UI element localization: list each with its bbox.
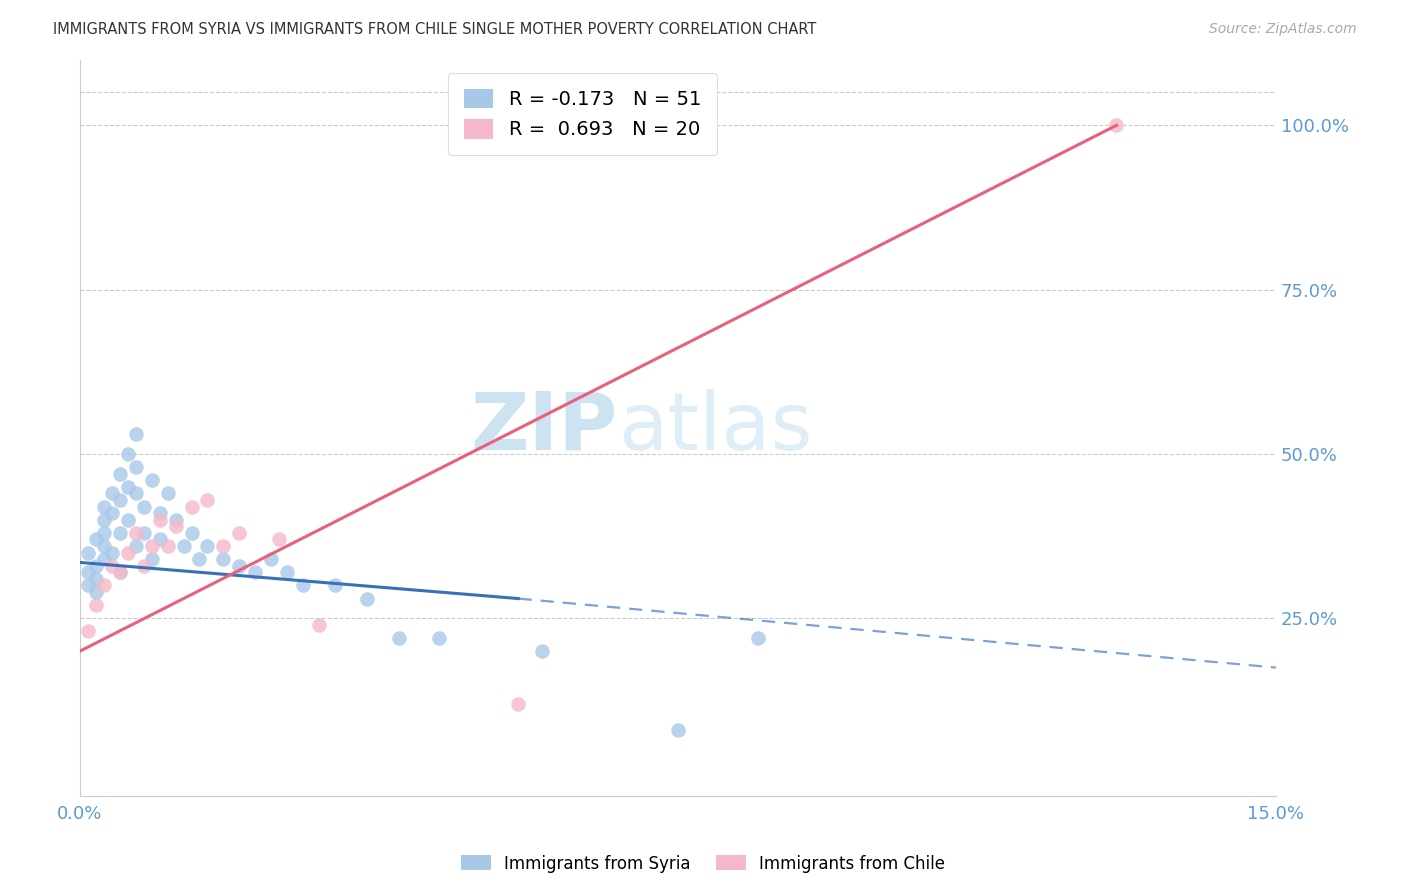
Point (212, 552, 235, 566)
Point (108, 493, 131, 508)
Point (308, 618, 330, 632)
Point (165, 513, 187, 527)
Point (117, 447, 139, 461)
Point (747, 631, 769, 645)
Legend: Immigrants from Syria, Immigrants from Chile: Immigrants from Syria, Immigrants from C… (454, 848, 952, 880)
Point (108, 566, 131, 580)
Point (93, 539, 115, 553)
Point (100, 545, 122, 559)
Point (508, 697, 530, 711)
Point (84, 598, 107, 612)
Text: ZIP: ZIP (471, 389, 619, 467)
Point (93, 525, 115, 540)
Point (93, 513, 115, 527)
Point (76, 578, 98, 592)
Point (188, 552, 211, 566)
Point (156, 539, 179, 553)
Point (149, 506, 172, 520)
Text: atlas: atlas (619, 389, 813, 467)
Point (125, 427, 148, 442)
Point (141, 539, 163, 553)
Point (531, 644, 554, 658)
Point (100, 558, 122, 573)
Point (117, 480, 139, 494)
Point (356, 591, 378, 606)
Point (180, 525, 202, 540)
Point (173, 539, 195, 553)
Point (323, 578, 346, 592)
Point (125, 460, 148, 475)
Point (427, 631, 450, 645)
Legend: R = -0.173   N = 51, R =  0.693   N = 20: R = -0.173 N = 51, R = 0.693 N = 20 (449, 73, 717, 155)
Point (132, 500, 155, 514)
Point (100, 486, 122, 500)
Point (228, 525, 250, 540)
Point (165, 519, 187, 533)
Point (108, 467, 131, 481)
Point (93, 578, 115, 592)
Text: Source: ZipAtlas.com: Source: ZipAtlas.com (1209, 22, 1357, 37)
Point (117, 545, 139, 559)
Point (84, 533, 107, 547)
Point (156, 486, 179, 500)
Point (117, 513, 139, 527)
Point (292, 578, 315, 592)
Point (212, 539, 235, 553)
Point (76, 566, 98, 580)
Point (149, 533, 172, 547)
Point (108, 525, 131, 540)
Point (276, 566, 298, 580)
Text: IMMIGRANTS FROM SYRIA VS IMMIGRANTS FROM CHILE SINGLE MOTHER POVERTY CORRELATION: IMMIGRANTS FROM SYRIA VS IMMIGRANTS FROM… (53, 22, 817, 37)
Point (1105, 119, 1128, 133)
Point (108, 566, 131, 580)
Point (84, 585, 107, 599)
Point (269, 533, 291, 547)
Point (132, 525, 155, 540)
Point (141, 552, 163, 566)
Point (197, 539, 219, 553)
Point (132, 558, 155, 573)
Point (197, 493, 219, 508)
Point (84, 558, 107, 573)
Point (93, 552, 115, 566)
Point (93, 500, 115, 514)
Point (245, 566, 267, 580)
Point (125, 525, 148, 540)
Point (388, 631, 411, 645)
Point (76, 545, 98, 559)
Point (76, 624, 98, 639)
Point (125, 539, 148, 553)
Point (149, 513, 172, 527)
Point (100, 506, 122, 520)
Point (180, 500, 202, 514)
Point (84, 572, 107, 586)
Point (125, 486, 148, 500)
Point (141, 473, 163, 487)
Point (228, 558, 250, 573)
Point (260, 552, 283, 566)
Point (666, 723, 689, 737)
